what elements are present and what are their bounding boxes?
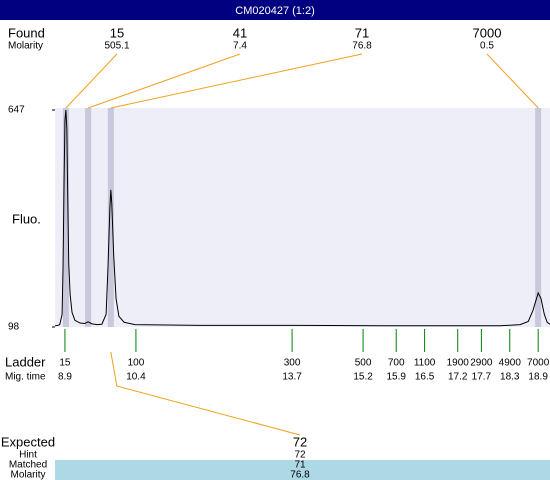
molarity-label: Molarity	[8, 41, 43, 52]
expected-label: Expected	[1, 434, 55, 449]
peak-size: 71	[355, 25, 369, 40]
peak-band	[535, 108, 542, 327]
ladder-size: 500	[355, 358, 372, 369]
ladder-size: 1100	[414, 358, 436, 369]
molarity-value: 76.8	[290, 470, 310, 480]
peak-band	[62, 108, 69, 327]
peak-connector	[65, 53, 118, 109]
y-label: Fluo.	[12, 211, 41, 226]
found-label: Found	[8, 25, 45, 40]
title-bar	[0, 0, 550, 20]
peak-connector	[486, 53, 539, 109]
ladder-size: 100	[128, 358, 145, 369]
peak-size: 41	[233, 25, 247, 40]
ladder-size: 2900	[470, 358, 493, 369]
matched-band	[55, 460, 550, 480]
ladder-time: 15.9	[386, 372, 406, 383]
ladder-size: 7000	[527, 358, 550, 369]
peak-molarity: 76.8	[352, 41, 372, 52]
ladder-time: 18.9	[528, 372, 548, 383]
expected-connector	[110, 351, 301, 436]
ladder-size: 300	[284, 358, 301, 369]
ladder-time: 17.7	[472, 372, 492, 383]
expected-value: 72	[293, 434, 307, 449]
ladder-time: 15.2	[353, 372, 373, 383]
peak-connector	[110, 53, 363, 109]
peak-molarity: 505.1	[104, 41, 129, 52]
ladder-size: 15	[59, 358, 71, 369]
plot-area	[55, 108, 550, 327]
hint-label: Hint	[19, 450, 37, 461]
molarity-label: Molarity	[10, 470, 45, 480]
matched-value: 71	[294, 460, 306, 471]
title: CM020427 (1:2)	[235, 5, 315, 17]
peak-size: 15	[110, 25, 124, 40]
mig-time-label: Mig. time	[5, 372, 46, 383]
peak-molarity: 7.4	[233, 41, 247, 52]
ladder-size: 4900	[499, 358, 522, 369]
ladder-time: 17.2	[448, 372, 468, 383]
matched-label: Matched	[9, 460, 47, 471]
peak-connector	[87, 53, 241, 109]
y-tick-label: 98	[8, 322, 20, 333]
ladder-label: Ladder	[5, 354, 46, 369]
peak-band	[107, 108, 114, 327]
ladder-time: 18.3	[500, 372, 520, 383]
ladder-time: 16.5	[415, 372, 435, 383]
ladder-size: 1900	[447, 358, 470, 369]
ladder-time: 10.4	[126, 372, 146, 383]
peak-band	[85, 108, 92, 327]
peak-size: 7000	[473, 25, 502, 40]
hint-value: 72	[294, 450, 306, 461]
y-tick-label: 647	[8, 105, 25, 116]
ladder-time: 8.9	[58, 372, 72, 383]
ladder-size: 700	[388, 358, 405, 369]
ladder-time: 13.7	[282, 372, 302, 383]
trace	[54, 109, 550, 327]
peak-molarity: 0.5	[480, 41, 494, 52]
